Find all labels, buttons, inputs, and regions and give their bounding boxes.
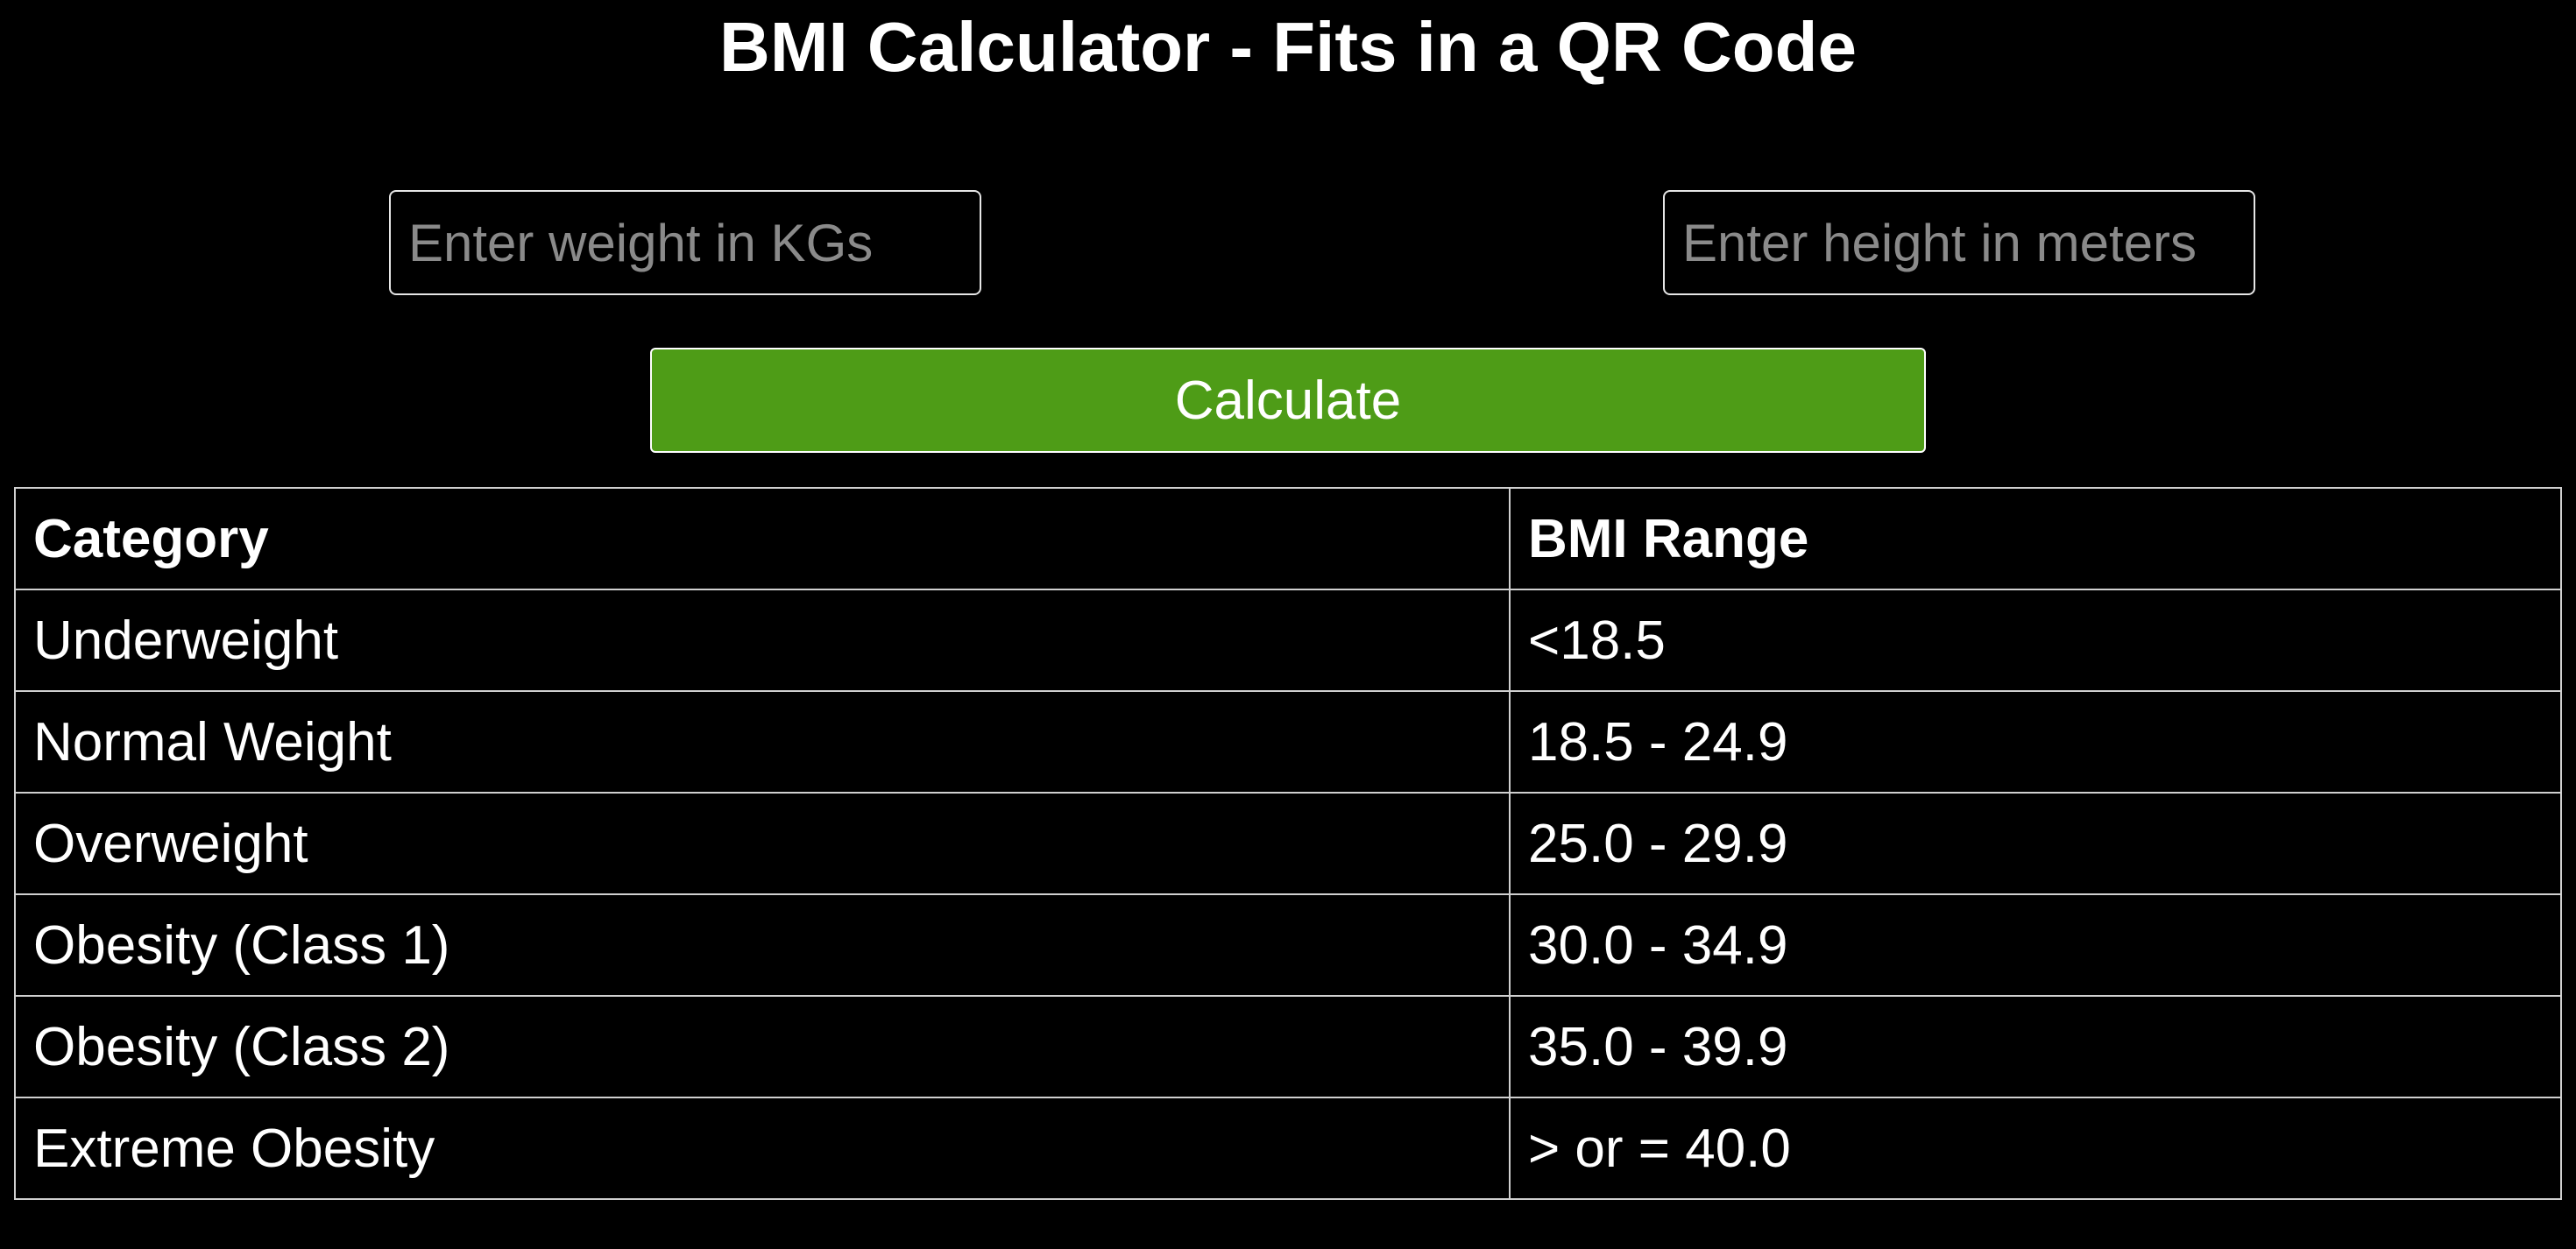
column-header-category: Category: [14, 487, 1511, 590]
bmi-range-cell: 35.0 - 39.9: [1509, 995, 2562, 1098]
bmi-category-table: Category BMI Range Underweight <18.5 Nor…: [14, 487, 2562, 1200]
height-input[interactable]: [1663, 190, 2255, 295]
table-row: Overweight 25.0 - 29.9: [14, 792, 2562, 895]
page-title: BMI Calculator - Fits in a QR Code: [719, 8, 1857, 86]
category-cell: Obesity (Class 1): [14, 893, 1511, 997]
table-header-row: Category BMI Range: [14, 487, 2562, 590]
bmi-range-cell: 30.0 - 34.9: [1509, 893, 2562, 997]
category-cell: Obesity (Class 2): [14, 995, 1511, 1098]
table-row: Underweight <18.5: [14, 589, 2562, 692]
category-cell: Normal Weight: [14, 690, 1511, 794]
column-header-bmi-range: BMI Range: [1509, 487, 2562, 590]
bmi-range-cell: > or = 40.0: [1509, 1097, 2562, 1200]
category-cell: Overweight: [14, 792, 1511, 895]
table-row: Normal Weight 18.5 - 24.9: [14, 690, 2562, 794]
table-row: Extreme Obesity > or = 40.0: [14, 1097, 2562, 1200]
table-row: Obesity (Class 2) 35.0 - 39.9: [14, 995, 2562, 1098]
category-cell: Underweight: [14, 589, 1511, 692]
bmi-range-cell: 18.5 - 24.9: [1509, 690, 2562, 794]
bmi-range-cell: 25.0 - 29.9: [1509, 792, 2562, 895]
bmi-range-cell: <18.5: [1509, 589, 2562, 692]
calculate-button[interactable]: Calculate: [650, 348, 1926, 453]
category-cell: Extreme Obesity: [14, 1097, 1511, 1200]
table-row: Obesity (Class 1) 30.0 - 34.9: [14, 893, 2562, 997]
weight-input[interactable]: [389, 190, 981, 295]
